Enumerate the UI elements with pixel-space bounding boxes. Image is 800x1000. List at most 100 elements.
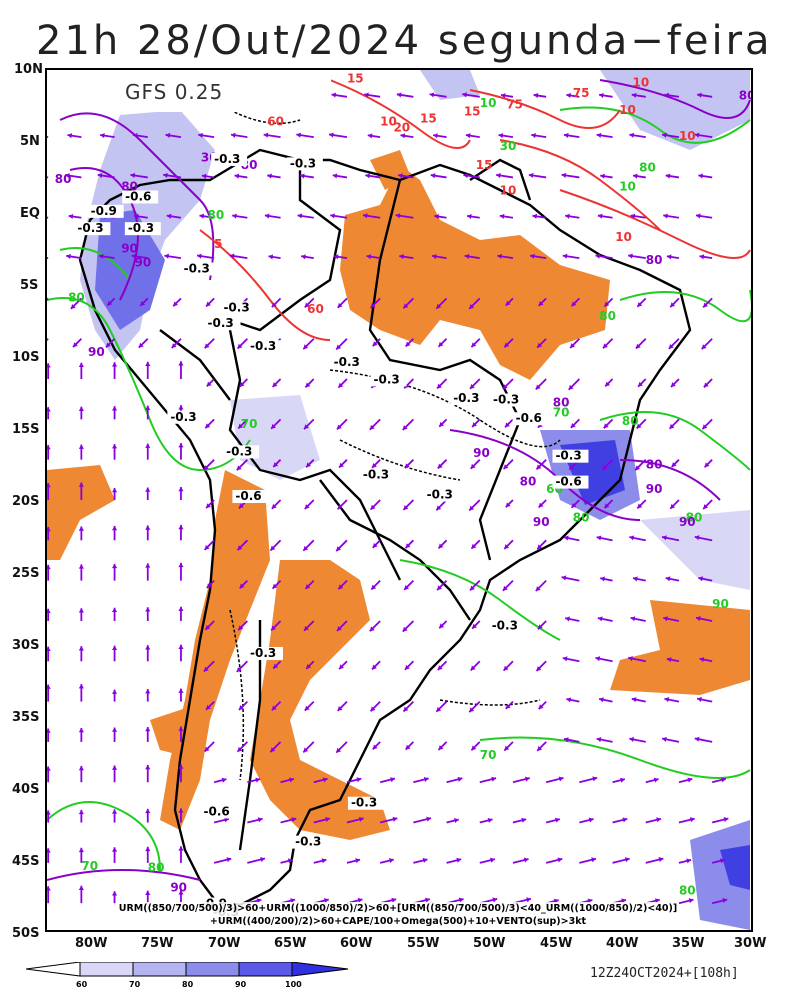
wind-arrow (239, 580, 248, 589)
wind-arrow (479, 857, 496, 864)
wind-arrow (203, 459, 215, 471)
svg-text:-0.3: -0.3 (208, 316, 234, 330)
wind-arrow (297, 213, 314, 219)
wind-arrow (203, 539, 215, 551)
wind-arrow (665, 173, 680, 179)
wind-arrow (272, 459, 282, 468)
wind-arrow (178, 808, 184, 823)
wind-arrow (595, 253, 613, 259)
wind-arrow (338, 660, 348, 670)
wind-arrow (111, 645, 118, 662)
wind-arrow (469, 580, 481, 592)
wind-arrow (346, 858, 361, 864)
wind-arrow (695, 213, 713, 219)
wind-arrow (502, 378, 514, 390)
wind-arrow (404, 741, 414, 751)
wind-arrow (531, 132, 547, 139)
wind-arrow (111, 727, 118, 742)
wind-arrow (304, 378, 315, 388)
omega-contour-label: -0.3 (552, 449, 589, 463)
wind-arrow (471, 620, 481, 630)
omega-contour-label: -0.9 (87, 204, 124, 218)
svg-text:90: 90 (473, 446, 490, 460)
svg-text:20: 20 (393, 120, 410, 134)
wind-arrow (305, 459, 315, 468)
rh-green-contour-label: 10 (480, 96, 497, 110)
wind-arrow (545, 857, 563, 864)
wind-arrow (78, 526, 84, 541)
wind-arrow (433, 133, 447, 139)
svg-text:-0.3: -0.3 (555, 449, 581, 463)
wind-arrow (631, 697, 646, 703)
rh-purple-contour-label: 90 (473, 446, 490, 460)
cape-contour-label: 10 (615, 230, 632, 244)
cape-contour-label: 75 (573, 86, 590, 100)
wind-arrow (446, 818, 459, 824)
wind-arrow (196, 253, 215, 259)
wind-arrow (600, 576, 613, 582)
wind-arrow (629, 736, 646, 743)
svg-text:-0.6: -0.6 (125, 189, 151, 203)
wind-arrow (272, 660, 282, 670)
wind-arrow (111, 406, 118, 420)
rh-green-contour-label: 70 (81, 859, 98, 873)
wind-arrow (438, 418, 448, 428)
wind-arrow (369, 620, 381, 632)
svg-text:-0.3: -0.3 (250, 339, 276, 353)
svg-text:5: 5 (214, 237, 222, 251)
wind-arrow (413, 816, 432, 824)
svg-text:30: 30 (500, 139, 517, 153)
wind-arrow (130, 172, 148, 179)
wind-arrow (238, 700, 248, 711)
rh-green-contour-label: 80 (639, 161, 656, 175)
wind-arrow (434, 214, 447, 220)
wind-arrow (247, 777, 261, 784)
wind-arrow (698, 576, 713, 582)
wind-arrow (379, 777, 396, 784)
wind-arrow (666, 657, 680, 663)
cape-contour-label: 15 (464, 105, 481, 119)
wind-arrow (636, 297, 647, 308)
wind-arrow (213, 777, 227, 784)
wind-arrow (468, 700, 481, 713)
wind-arrow (671, 459, 680, 468)
lat-label-15s: 15S (12, 422, 40, 437)
svg-text:-0.3: -0.3 (226, 444, 252, 458)
wind-arrow (236, 660, 248, 673)
wind-arrow (631, 92, 646, 98)
svg-text:10: 10 (615, 230, 632, 244)
lon-label-30w: 30W (734, 936, 767, 951)
wind-arrow (466, 213, 480, 220)
wind-arrow (563, 737, 580, 743)
wind-arrow (379, 816, 398, 824)
wind-arrow (437, 539, 448, 549)
lat-label-45s: 45S (12, 854, 40, 869)
svg-text:90: 90 (712, 597, 729, 611)
lat-label-30s: 30S (12, 638, 40, 653)
wind-arrow (271, 378, 282, 388)
wind-arrow (694, 132, 713, 139)
wind-arrow (213, 857, 232, 864)
map-canvas: 1515152010151010101010757556060808070708… (47, 70, 751, 930)
cape-contour-label: 60 (267, 115, 284, 129)
wind-arrow (668, 338, 680, 350)
omega-contour-label: -0.3 (490, 393, 527, 407)
omega-contour-label: -0.3 (450, 391, 487, 406)
wind-arrow (47, 363, 51, 380)
wind-arrow (627, 656, 646, 663)
svg-text:10: 10 (480, 96, 497, 110)
wind-arrow (304, 499, 315, 510)
wind-arrow (535, 378, 547, 391)
wind-arrow (699, 657, 713, 663)
wind-arrow (178, 890, 184, 904)
wind-arrow (166, 213, 182, 219)
wind-arrow (145, 563, 151, 581)
wind-arrow (105, 338, 116, 348)
svg-text:90: 90 (121, 241, 138, 255)
wind-arrow (630, 213, 646, 219)
wind-arrow (545, 817, 561, 824)
cape-contour-label: 15 (420, 112, 437, 126)
lon-label-75w: 75W (141, 936, 174, 951)
wind-arrow (503, 338, 514, 348)
wind-arrow (536, 741, 547, 752)
